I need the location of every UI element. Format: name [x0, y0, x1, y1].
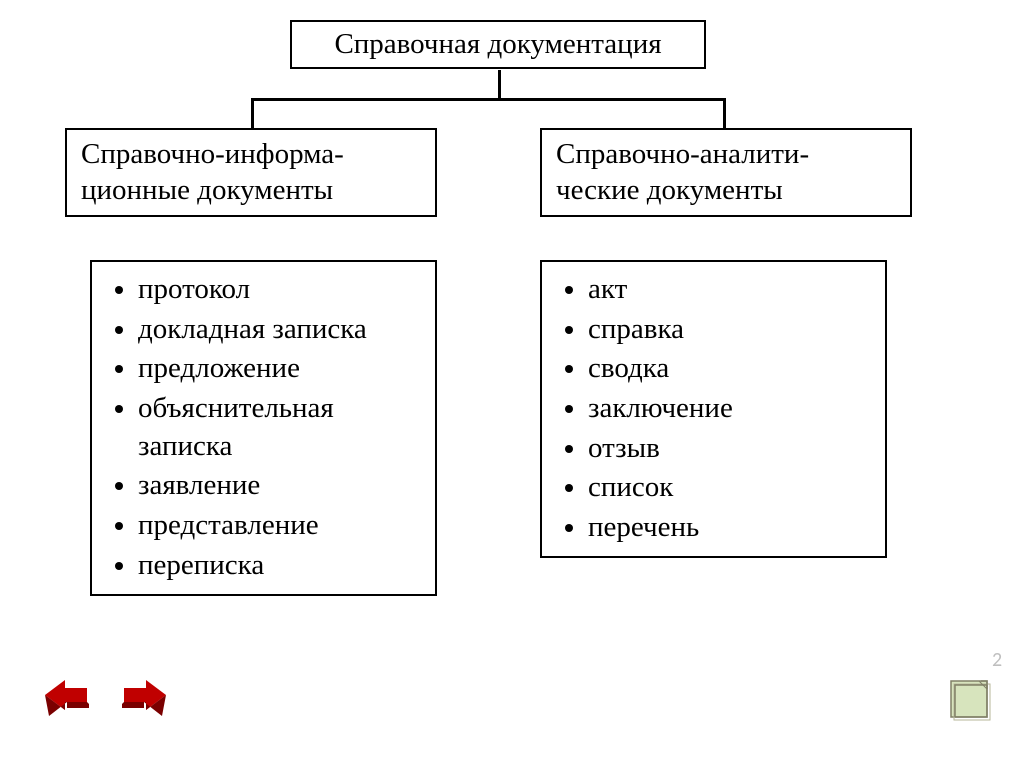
root-label: Справочная документация: [334, 28, 661, 60]
list-item: представление: [138, 506, 421, 546]
arrow-right-icon: [120, 678, 166, 720]
list-item: объяснительная записка: [138, 389, 421, 466]
page-number-value: 2: [992, 648, 1002, 672]
list-item: протокол: [138, 270, 421, 310]
right-sub-label-1: Справочно-аналити-: [556, 136, 896, 172]
root-box: Справочная документация: [290, 20, 706, 69]
right-list: акт справка сводка заключение отзыв спис…: [542, 270, 871, 548]
list-item: докладная записка: [138, 310, 421, 350]
connector-hbar: [251, 98, 726, 101]
list-item: сводка: [588, 349, 871, 389]
left-sub-label-2: ционные документы: [81, 172, 421, 208]
page-number: 2: [992, 648, 1002, 672]
home-icon: [945, 675, 993, 723]
right-sub-label-2: ческие документы: [556, 172, 896, 208]
right-sub-box: Справочно-аналити- ческие документы: [540, 128, 912, 217]
arrow-left-icon: [45, 678, 91, 720]
list-item: отзыв: [588, 429, 871, 469]
list-item: справка: [588, 310, 871, 350]
list-item: перечень: [588, 508, 871, 548]
list-item: акт: [588, 270, 871, 310]
home-button[interactable]: [945, 675, 993, 723]
left-list-box: протокол докладная записка предложение о…: [90, 260, 437, 596]
list-item: предложение: [138, 349, 421, 389]
right-list-box: акт справка сводка заключение отзыв спис…: [540, 260, 887, 558]
prev-arrow-button[interactable]: [45, 678, 91, 716]
list-item: заключение: [588, 389, 871, 429]
list-item: список: [588, 468, 871, 508]
list-item: заявление: [138, 466, 421, 506]
list-item: переписка: [138, 546, 421, 586]
left-sub-label-1: Справочно-информа-: [81, 136, 421, 172]
connector-right-drop: [723, 98, 726, 130]
left-list: протокол докладная записка предложение о…: [92, 270, 421, 586]
left-sub-box: Справочно-информа- ционные документы: [65, 128, 437, 217]
next-arrow-button[interactable]: [120, 678, 166, 716]
connector-left-drop: [251, 98, 254, 130]
connector-stem: [498, 70, 501, 100]
